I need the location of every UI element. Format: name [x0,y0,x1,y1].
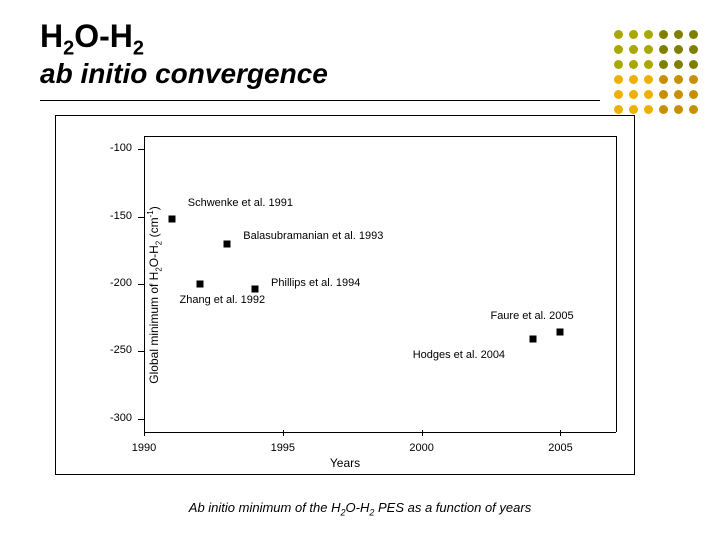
decor-dot [644,30,653,39]
decor-dot [674,30,683,39]
decor-dot [644,45,653,54]
decor-dot [614,90,623,99]
data-point-label: Zhang et al. 1992 [180,294,266,306]
x-tick-label: 2000 [409,442,433,454]
data-point [557,329,564,336]
data-point-label: Faure et al. 2005 [490,310,573,322]
y-tick-label: -200 [110,277,132,289]
decor-dot [689,75,698,84]
x-tick-label: 1990 [132,442,156,454]
decor-dot [689,45,698,54]
page-subtitle: ab initio convergence [40,58,328,90]
y-tick-label: -300 [110,412,132,424]
data-point [529,336,536,343]
decor-dot [689,90,698,99]
decor-dot [674,60,683,69]
data-point-label: Hodges et al. 2004 [413,349,505,361]
x-tick [144,430,145,436]
decor-dot [629,75,638,84]
x-tick-label: 1995 [271,442,295,454]
axis-bottom [144,432,616,433]
decor-dot [644,60,653,69]
page-title: H2O-H2 [40,18,144,60]
decor-dot [644,90,653,99]
decor-dot [644,75,653,84]
decor-dot [614,30,623,39]
x-tick [560,430,561,436]
decor-dot [674,45,683,54]
y-tick [138,284,144,285]
decor-dot [674,105,683,114]
y-tick-label: -150 [110,210,132,222]
axis-top [144,136,616,137]
axis-left [144,136,145,432]
decor-dot [689,30,698,39]
decor-dot [659,45,668,54]
data-point-label: Schwenke et al. 1991 [188,197,293,209]
decor-dot [629,45,638,54]
decor-dot [629,30,638,39]
decor-dot [614,45,623,54]
decor-dot [674,90,683,99]
x-tick [422,430,423,436]
title-underline [40,100,600,101]
x-tick-label: 2005 [548,442,572,454]
decor-dot [689,105,698,114]
data-point [196,281,203,288]
decor-dot [674,75,683,84]
decor-dot [659,75,668,84]
axis-right [616,136,617,432]
y-tick-label: -250 [110,344,132,356]
data-point-label: Phillips et al. 1994 [271,277,360,289]
x-axis-label: Years [330,456,360,470]
y-tick [138,419,144,420]
decor-dot [614,60,623,69]
scatter-chart: Global minimum of H2O-H2 (cm-1) Years -3… [55,115,635,475]
data-point [224,240,231,247]
decor-dot [629,105,638,114]
decor-dot [614,75,623,84]
decor-dot [629,90,638,99]
data-point [168,216,175,223]
data-point-label: Balasubramanian et al. 1993 [243,230,383,242]
y-tick-label: -100 [110,142,132,154]
y-tick [138,217,144,218]
chart-caption: Ab initio minimum of the H2O-H2 PES as a… [0,500,720,518]
decor-dot [689,60,698,69]
data-point [252,286,259,293]
decor-dot [644,105,653,114]
decor-dot [659,90,668,99]
y-tick [138,149,144,150]
decorative-dot-grid [614,30,698,120]
decor-dot [614,105,623,114]
decor-dot [659,30,668,39]
decor-dot [659,105,668,114]
x-tick [283,430,284,436]
y-tick [138,351,144,352]
y-axis-label: Global minimum of H2O-H2 (cm-1) [146,206,163,383]
decor-dot [659,60,668,69]
plot-inner: Global minimum of H2O-H2 (cm-1) Years -3… [56,116,634,474]
decor-dot [629,60,638,69]
slide: H2O-H2 ab initio convergence Global mini… [0,0,720,540]
